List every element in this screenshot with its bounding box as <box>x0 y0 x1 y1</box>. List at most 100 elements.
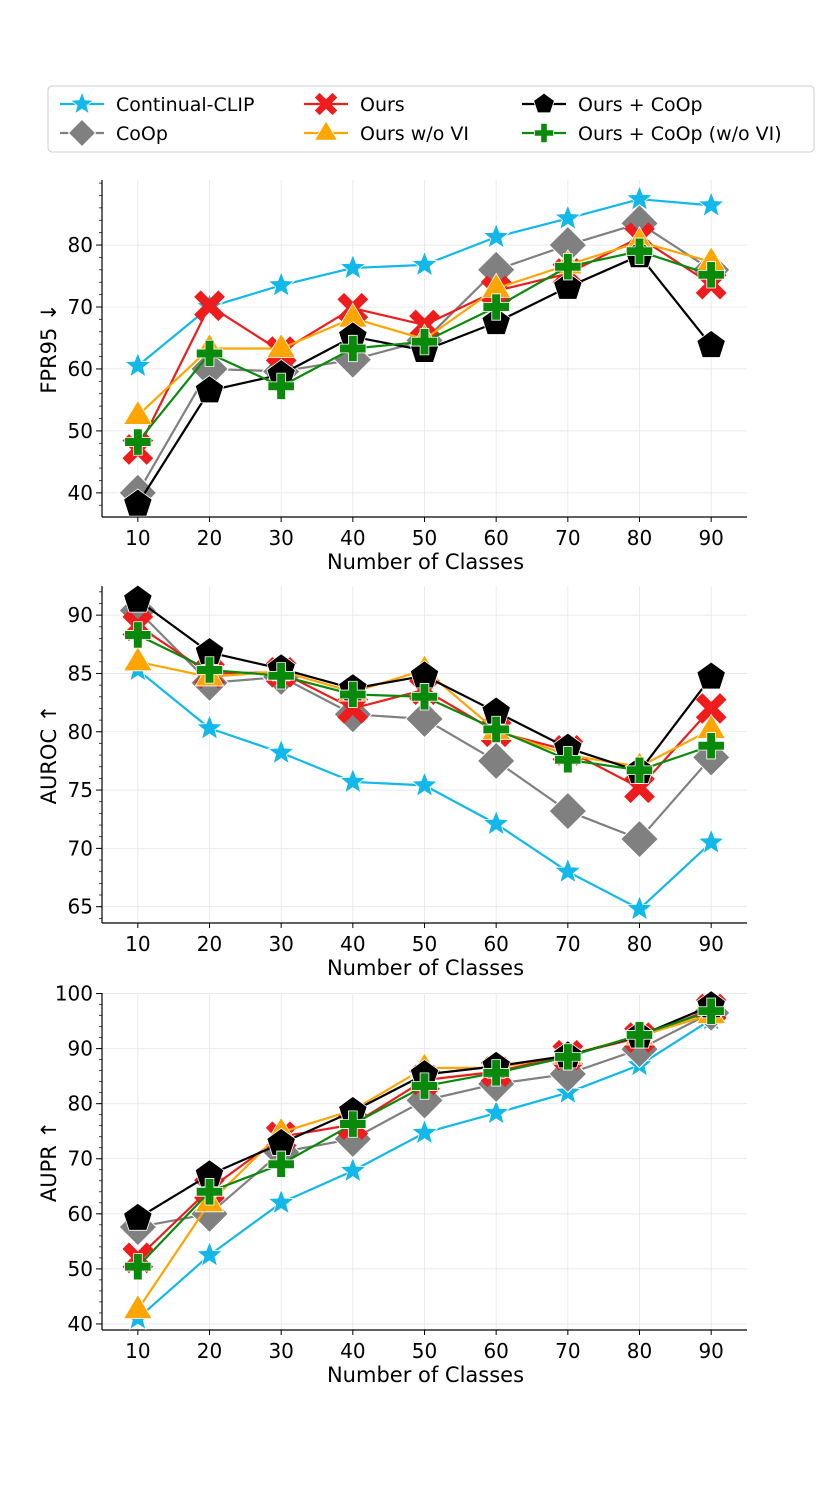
x-tick-label: 30 <box>268 1339 293 1363</box>
data-point <box>122 1293 153 1320</box>
data-point <box>190 1194 229 1234</box>
x-tick-label: 50 <box>412 526 437 550</box>
legend-label: Ours <box>360 94 405 116</box>
legend-entry-ours: Ours <box>304 92 405 116</box>
data-point <box>410 683 439 711</box>
y-tick-label: 75 <box>68 778 93 802</box>
series-ours-coop-w-o-vi <box>124 237 725 456</box>
data-point <box>405 699 444 739</box>
x-tick-label: 60 <box>483 932 508 956</box>
x-tick-label: 50 <box>412 932 437 956</box>
data-point <box>339 334 367 363</box>
x-tick-label: 80 <box>627 1339 652 1363</box>
x-tick-label: 40 <box>340 932 365 956</box>
data-point <box>410 328 439 356</box>
data-point <box>476 741 516 781</box>
x-icon <box>314 92 338 116</box>
data-point <box>410 1072 439 1100</box>
data-point <box>553 857 582 884</box>
x-tick-label: 40 <box>340 526 365 550</box>
data-point <box>194 290 225 322</box>
data-point <box>482 1098 511 1125</box>
x-tick-label: 90 <box>698 1339 723 1363</box>
legend-entry-coop: CoOp <box>60 118 168 148</box>
data-point <box>123 351 152 378</box>
y-axis-label: AUROC ↑ <box>37 705 61 805</box>
legend-label: CoOp <box>116 123 168 145</box>
legend-label: Ours w/o VI <box>360 123 469 145</box>
pentagon-icon <box>533 92 555 114</box>
y-tick-label: 80 <box>68 720 93 744</box>
x-tick-label: 20 <box>197 932 222 956</box>
data-point <box>482 715 510 744</box>
y-tick-label: 65 <box>68 895 93 919</box>
data-point <box>124 1253 152 1281</box>
legend-frame <box>47 85 815 153</box>
x-tick-label: 70 <box>555 932 580 956</box>
diamond-icon <box>67 118 97 148</box>
y-tick-label: 40 <box>68 1312 93 1336</box>
y-tick-label: 50 <box>68 419 93 443</box>
data-point <box>553 271 583 300</box>
data-point <box>124 621 152 649</box>
triangle-icon <box>313 120 339 141</box>
x-tick-label: 70 <box>555 526 580 550</box>
y-tick-label: 70 <box>68 295 93 319</box>
x-tick-label: 60 <box>483 526 508 550</box>
x-axis-label: Number of Classes <box>327 956 524 980</box>
y-tick-label: 60 <box>68 357 93 381</box>
x-tick-label: 10 <box>125 526 150 550</box>
data-point <box>122 646 153 672</box>
x-tick-label: 10 <box>125 1339 150 1363</box>
y-tick-label: 90 <box>68 1037 93 1061</box>
data-point <box>195 656 224 684</box>
y-tick-label: 100 <box>55 982 93 1006</box>
data-point <box>625 894 654 921</box>
x-tick-label: 90 <box>698 932 723 956</box>
data-point <box>482 809 511 836</box>
x-tick-label: 60 <box>483 1339 508 1363</box>
data-point <box>554 253 582 281</box>
data-point <box>195 1178 224 1206</box>
data-point <box>482 293 510 321</box>
y-tick-label: 70 <box>68 836 93 860</box>
star-icon <box>69 90 95 115</box>
data-point <box>195 1240 224 1267</box>
x-axis-label: Number of Classes <box>327 1363 524 1387</box>
x-tick-label: 20 <box>197 1339 222 1363</box>
data-point <box>339 1110 367 1138</box>
x-tick-label: 30 <box>268 526 293 550</box>
x-tick-label: 10 <box>125 932 150 956</box>
data-point <box>267 662 295 690</box>
y-tick-label: 85 <box>68 661 93 685</box>
data-point <box>124 428 152 456</box>
y-tick-label: 70 <box>68 1147 93 1171</box>
x-tick-label: 40 <box>340 1339 365 1363</box>
data-point <box>267 1188 296 1215</box>
data-point <box>620 819 659 859</box>
data-point <box>267 738 296 765</box>
y-tick-label: 80 <box>68 233 93 257</box>
legend-entry-ours-w-o-vi: Ours w/o VI <box>304 120 469 145</box>
legend-entry-continual-clip: Continual-CLIP <box>60 90 254 116</box>
data-point <box>482 1059 510 1087</box>
x-tick-label: 70 <box>555 1339 580 1363</box>
gridlines <box>102 586 747 923</box>
data-point <box>553 203 582 231</box>
data-point <box>697 732 725 760</box>
x-tick-label: 20 <box>197 526 222 550</box>
auroc-chart: 10 20 30 40 50 60 70 80 90 65 70 75 80 85 90 Number of … <box>37 584 747 980</box>
data-point <box>123 584 153 613</box>
data-point <box>548 791 588 831</box>
series-ours-coop-w-o-vi <box>124 621 725 784</box>
plus-icon <box>534 123 554 143</box>
y-axis-label: AUPR ↑ <box>37 1121 61 1202</box>
fpr95-chart: 10 20 30 40 50 60 70 80 90 40 50 60 70 80 Number of Cl… <box>37 180 747 574</box>
data-point <box>410 250 439 277</box>
legend-entry-ours-coop-w-o-vi: Ours + CoOp (w/o VI) <box>522 123 782 145</box>
series-ours-coop-w-o-vi <box>124 997 725 1281</box>
x-tick-label: 30 <box>268 932 293 956</box>
data-point <box>194 375 225 404</box>
y-tick-label: 90 <box>68 603 93 627</box>
